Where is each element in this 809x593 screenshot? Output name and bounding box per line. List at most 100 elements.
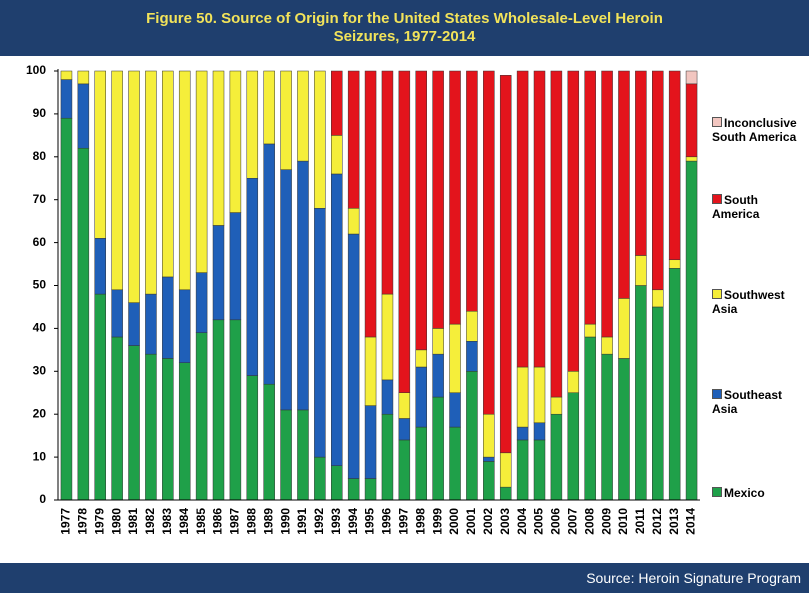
y-tick-label: 60 — [33, 235, 47, 249]
bar-segment — [229, 212, 242, 321]
x-tick-label: 1982 — [143, 508, 157, 535]
y-tick-label: 100 — [26, 63, 46, 77]
x-tick-label: 1983 — [160, 508, 174, 535]
bar-segment — [111, 70, 123, 291]
bar-segment — [381, 413, 394, 501]
x-tick-label: 2013 — [667, 508, 681, 535]
x-tick-label: 2001 — [464, 508, 478, 535]
bar-segment — [145, 293, 157, 355]
bar-segment — [331, 70, 343, 136]
legend-label: Southeast Asia — [712, 388, 783, 416]
bar-segment — [347, 208, 360, 235]
bar-segment — [280, 70, 292, 170]
bar-segment — [449, 323, 461, 393]
bar-segment — [178, 362, 191, 501]
bar-segment — [449, 392, 461, 428]
bar-segment — [432, 328, 444, 355]
bar-segment — [60, 70, 73, 80]
legend-entry: Southwest Asia — [712, 288, 797, 316]
bar-segment — [212, 225, 225, 321]
bar-segment — [314, 208, 326, 458]
bar-segment — [601, 336, 613, 355]
bar-segment — [347, 70, 360, 209]
bar-segment — [229, 70, 242, 213]
x-tick-label: 1990 — [278, 508, 292, 535]
bar-segment — [246, 375, 259, 501]
legend-entry: Southeast Asia — [712, 388, 797, 416]
x-tick-label: 1997 — [397, 508, 411, 535]
bar-segment — [601, 70, 613, 338]
bar-segment — [398, 70, 411, 393]
bar-segment — [128, 70, 140, 303]
x-tick-label: 1999 — [430, 508, 444, 535]
bar-segment — [195, 272, 208, 333]
bar-segment — [432, 353, 444, 398]
bar-segment — [668, 259, 681, 269]
x-tick-label: 2003 — [498, 508, 512, 535]
bar-segment — [685, 70, 698, 85]
bar-segment — [212, 70, 225, 226]
bar-segment — [668, 268, 681, 501]
bar-segment — [297, 160, 309, 411]
bar-segment — [567, 70, 580, 372]
bar-segment — [398, 439, 411, 501]
bar-segment — [466, 371, 478, 501]
y-tick-label: 0 — [39, 492, 46, 506]
bar-segment — [618, 70, 630, 299]
bar-segment — [314, 456, 326, 501]
bar-segment — [533, 422, 546, 441]
bar-segment — [618, 358, 630, 501]
bar-segment — [94, 238, 106, 295]
bar-segment — [77, 83, 90, 149]
bar-segment — [297, 409, 309, 501]
bar-segment — [162, 358, 174, 501]
legend-swatch — [712, 194, 722, 204]
x-tick-label: 1977 — [59, 508, 73, 535]
bar-segment — [483, 461, 495, 501]
y-tick-label: 40 — [33, 321, 47, 335]
bar-segment — [246, 70, 259, 179]
source: Source: Heroin Signature Program — [0, 563, 809, 593]
x-tick-label: 1987 — [228, 508, 242, 535]
chart-title: Figure 50. Source of Origin for the Unit… — [0, 0, 809, 56]
bar-segment — [415, 70, 427, 351]
bar-segment — [618, 298, 630, 359]
bar-segment — [432, 70, 444, 329]
x-tick-label: 2008 — [582, 508, 596, 535]
y-tick-label: 70 — [33, 192, 47, 206]
bar-segment — [60, 117, 73, 501]
bar-segment — [195, 70, 208, 273]
bar-segment — [229, 319, 242, 501]
bar-segment — [635, 255, 647, 286]
bar-segment — [212, 319, 225, 501]
x-tick-label: 1978 — [76, 508, 90, 535]
bar-segment — [550, 413, 563, 501]
x-tick-label: 1988 — [244, 508, 258, 535]
bar-segment — [314, 70, 326, 209]
bar-segment — [145, 353, 157, 501]
x-tick-label: 1985 — [194, 508, 208, 535]
bar-segment — [652, 289, 664, 308]
bar-segment — [178, 70, 191, 291]
y-tick-label: 10 — [33, 449, 47, 463]
bar-segment — [533, 366, 546, 424]
bar-segment — [94, 293, 106, 501]
bar-segment — [331, 173, 343, 466]
x-tick-label: 1984 — [177, 508, 191, 535]
legend-swatch — [712, 487, 722, 497]
bar-segment — [415, 349, 427, 368]
bar-segment — [516, 439, 529, 501]
bar-segment — [601, 353, 613, 501]
bar-segment — [533, 439, 546, 501]
bar-segment — [499, 486, 512, 501]
bar-segment — [483, 413, 495, 458]
x-tick-label: 1979 — [92, 508, 106, 535]
legend-swatch — [712, 389, 722, 399]
bar-segment — [364, 70, 377, 338]
bar-segment — [398, 392, 411, 419]
x-tick-label: 2000 — [447, 508, 461, 535]
bar-segment — [178, 289, 191, 363]
bar-segment — [652, 306, 664, 501]
